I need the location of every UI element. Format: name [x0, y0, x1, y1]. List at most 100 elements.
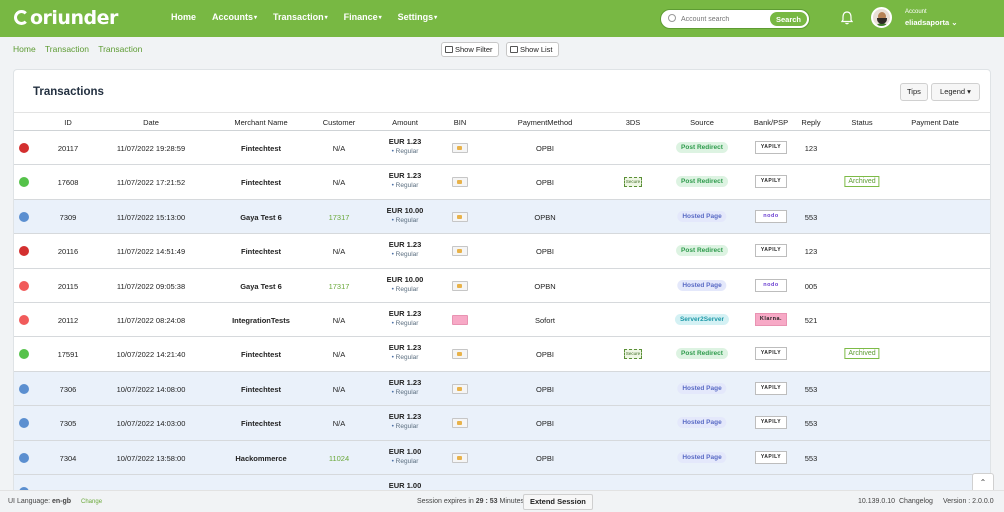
column-header-amount[interactable]: Amount [392, 118, 418, 127]
customer-id[interactable]: 17317 [328, 212, 350, 222]
show-filter-button[interactable]: Show Filter [441, 42, 499, 57]
merchant-name[interactable]: Fintechtest [240, 419, 282, 429]
column-header-customer[interactable]: Customer [322, 118, 356, 127]
table-row[interactable]: 7304 10/07/2022 13:58:00 Hackommerce 11024 E… [14, 440, 990, 475]
customer-id[interactable]: 11024 [328, 453, 350, 463]
session-prefix: Session expires in [417, 498, 474, 505]
column-header-source[interactable]: Source [690, 118, 714, 127]
transaction-type: Regular [389, 354, 422, 361]
nav-transaction[interactable]: Transaction▾ [273, 12, 328, 22]
card-brand-icon [452, 143, 468, 153]
amount: EUR 10.00 Regular [387, 206, 424, 224]
account-name-dropdown[interactable]: eliadsaporta ⌄ [905, 18, 958, 27]
app-logo[interactable]: oriunder [14, 7, 118, 29]
merchant-name[interactable]: Fintechtest [240, 384, 282, 394]
tips-button[interactable]: Tips [900, 83, 928, 101]
table-row[interactable]: 20117 11/07/2022 19:28:59 Fintechtest N/A EU… [14, 131, 990, 166]
top-navbar: oriunder Home Accounts▾ Transaction▾ Financ… [0, 0, 1004, 37]
column-header-3ds[interactable]: 3DS [625, 118, 641, 127]
transaction-type: Regular [389, 458, 422, 465]
nav-settings[interactable]: Settings▾ [398, 12, 438, 22]
column-header-bank-psp[interactable]: Bank/PSP [753, 118, 789, 127]
transaction-id[interactable]: 20115 [57, 281, 79, 291]
merchant-name[interactable]: Gaya Test 6 [240, 212, 282, 222]
table-row[interactable]: 7309 11/07/2022 15:13:00 Gaya Test 6 17317 E… [14, 199, 990, 235]
merchant-name[interactable]: Fintechtest [240, 178, 282, 188]
breadcrumb: Home Transaction Transaction [13, 44, 149, 54]
main-nav: Home Accounts▾ Transaction▾ Finance▾ Setting… [171, 12, 437, 22]
notifications-bell-icon[interactable] [841, 11, 853, 25]
transaction-id[interactable]: 20117 [57, 144, 79, 153]
nav-finance[interactable]: Finance▾ [344, 12, 382, 22]
amount: EUR 1.23 Regular [389, 378, 422, 396]
merchant-name[interactable]: Fintechtest [240, 144, 282, 153]
table-row[interactable]: 17591 10/07/2022 14:21:40 Fintechtest N/A EU… [14, 337, 990, 372]
list-icon [510, 46, 518, 53]
column-header-reply[interactable]: Reply [801, 118, 821, 127]
card-chip [457, 283, 462, 288]
server-ip: 10.139.0.10 [858, 498, 895, 505]
transaction-id[interactable]: 20112 [57, 316, 79, 325]
breadcrumb-transaction[interactable]: Transaction [44, 44, 89, 54]
breadcrumb-home[interactable]: Home [13, 44, 36, 54]
show-list-label: Show List [520, 45, 553, 54]
logo-c-mark [14, 10, 29, 25]
bank-psp-logo: YAPILY [755, 141, 787, 154]
merchant-name[interactable]: Fintechtest [240, 350, 282, 360]
column-header-status[interactable]: Status [851, 118, 873, 127]
account-search-input[interactable] [681, 13, 771, 26]
transaction-id[interactable]: 7309 [59, 212, 77, 222]
reply-code: 553 [804, 212, 818, 222]
chevron-down-icon: ▾ [254, 15, 258, 21]
source-badge: Hosted Page [677, 417, 727, 429]
table-row[interactable]: 17608 11/07/2022 17:21:52 Fintechtest N/A EU… [14, 165, 990, 200]
column-header-id[interactable]: ID [64, 118, 72, 127]
customer-id: N/A [332, 144, 346, 153]
extend-session-button[interactable]: Extend Session [523, 494, 593, 510]
transaction-id[interactable]: 7306 [59, 384, 77, 394]
changelog-link[interactable]: Changelog [899, 498, 933, 505]
merchant-name[interactable]: Fintechtest [240, 247, 282, 257]
transaction-type: Regular [389, 423, 422, 430]
transaction-date: 10/07/2022 14:08:00 [116, 384, 186, 394]
avatar-body [874, 23, 890, 26]
table-row[interactable]: 7306 10/07/2022 14:08:00 Fintechtest N/A EUR… [14, 371, 990, 407]
amount-value: EUR 1.00 [388, 481, 422, 490]
amount-value: EUR 1.23 [388, 171, 422, 181]
column-header-bin[interactable]: BIN [453, 118, 467, 127]
table-row[interactable]: 7305 10/07/2022 14:03:00 Fintechtest N/A EUR… [14, 406, 990, 441]
card-chip [457, 386, 462, 391]
reply-code: 521 [804, 316, 818, 325]
table-row[interactable]: 20116 11/07/2022 14:51:49 Fintechtest N/A EU… [14, 234, 990, 269]
transaction-id[interactable]: 7305 [59, 419, 77, 429]
merchant-name[interactable]: Gaya Test 6 [240, 281, 282, 291]
payment-method: OPBN [534, 212, 556, 222]
change-language-link[interactable]: Change [81, 499, 103, 505]
customer-id: N/A [332, 247, 346, 257]
table-row[interactable]: 20115 11/07/2022 09:05:38 Gaya Test 6 17317… [14, 269, 990, 303]
transaction-id[interactable]: 17591 [57, 350, 79, 360]
nav-accounts[interactable]: Accounts▾ [212, 12, 257, 22]
customer-id: N/A [332, 178, 346, 188]
transaction-id[interactable]: 7304 [59, 453, 77, 463]
search-button[interactable]: Search [768, 11, 808, 27]
column-header-payment-date[interactable]: Payment Date [911, 118, 959, 127]
transaction-id[interactable]: 20116 [57, 247, 79, 257]
user-avatar[interactable] [871, 7, 892, 28]
table-row[interactable]: 20112 11/07/2022 08:24:08 IntegrationTests… [14, 303, 990, 338]
account-caption: Account [905, 9, 927, 15]
merchant-name[interactable]: Hackommerce [235, 453, 287, 463]
column-header-merchant-name[interactable]: Merchant Name [234, 118, 288, 127]
customer-id[interactable]: 17317 [328, 281, 350, 291]
column-header-date[interactable]: Date [143, 118, 159, 127]
column-header-paymentmethod[interactable]: PaymentMethod [517, 118, 573, 127]
merchant-name[interactable]: IntegrationTests [232, 316, 290, 325]
nav-home[interactable]: Home [171, 12, 196, 22]
session-suffix: Minutes [499, 498, 525, 505]
breadcrumb-current[interactable]: Transaction [98, 44, 143, 54]
show-list-button[interactable]: Show List [506, 42, 559, 57]
legend-dropdown[interactable]: Legend ▾ [931, 83, 980, 101]
bank-psp-logo: YAPILY [755, 175, 787, 189]
transaction-date: 11/07/2022 14:51:49 [116, 247, 186, 257]
transaction-id[interactable]: 17608 [57, 178, 79, 188]
